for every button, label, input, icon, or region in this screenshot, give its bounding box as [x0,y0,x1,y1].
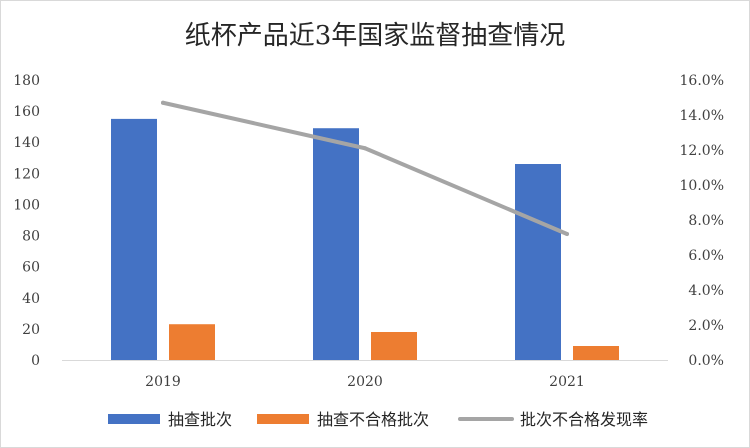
y-left-tick-label: 180 [13,73,40,89]
y-right-tick-label: 0.0% [688,353,724,369]
y-left-tick-label: 80 [22,229,40,245]
y-left-tick-label: 0 [31,353,40,369]
y-left-tick-label: 160 [13,104,40,120]
bar-inspected-2021 [515,164,561,360]
y-right-tick-label: 6.0% [688,248,724,264]
line-point-2021 [565,232,569,236]
y-right-tick-label: 10.0% [680,178,724,194]
x-tick-label: 2020 [347,374,383,390]
legend-label: 抽查不合格批次 [317,410,429,429]
x-tick-label: 2019 [145,374,181,390]
bar-failed-2021 [573,346,619,360]
y-right-tick-label: 16.0% [680,73,724,89]
y-left-tick-label: 40 [22,291,40,307]
y-right-tick-label: 14.0% [680,108,724,124]
y-right-tick-label: 4.0% [688,283,724,299]
plot-area: 0 20 40 60 80 100 120 140 160 180 0.0% 2.0% 4.0% 6.0%… [13,73,724,390]
legend-label: 批次不合格发现率 [520,410,648,429]
legend-swatch-bar [257,414,309,424]
y-right-tick-label: 12.0% [680,143,724,159]
bar-inspected-2019 [111,118,157,360]
legend-label: 抽查批次 [168,410,232,429]
y-left-tick-label: 60 [22,260,40,276]
chart-title: 纸杯产品近3年国家监督抽查情况 [185,21,566,51]
y-left-tick-label: 140 [13,135,40,151]
legend: 抽查批次 抽查不合格批次 批次不合格发现率 [108,410,648,429]
bar-failed-2019 [169,324,215,360]
y-left-tick-label: 20 [22,322,40,338]
bar-failed-2020 [371,332,417,360]
legend-swatch-bar [108,414,160,424]
y-right-tick-label: 8.0% [688,213,724,229]
bar-inspected-2020 [313,128,359,360]
y-left-tick-label: 120 [13,166,40,182]
y-left-tick-label: 100 [13,197,40,213]
line-point-2019 [161,100,165,105]
y-right-tick-label: 2.0% [688,318,724,334]
x-tick-label: 2021 [549,374,585,390]
line-point-2020 [363,146,367,151]
